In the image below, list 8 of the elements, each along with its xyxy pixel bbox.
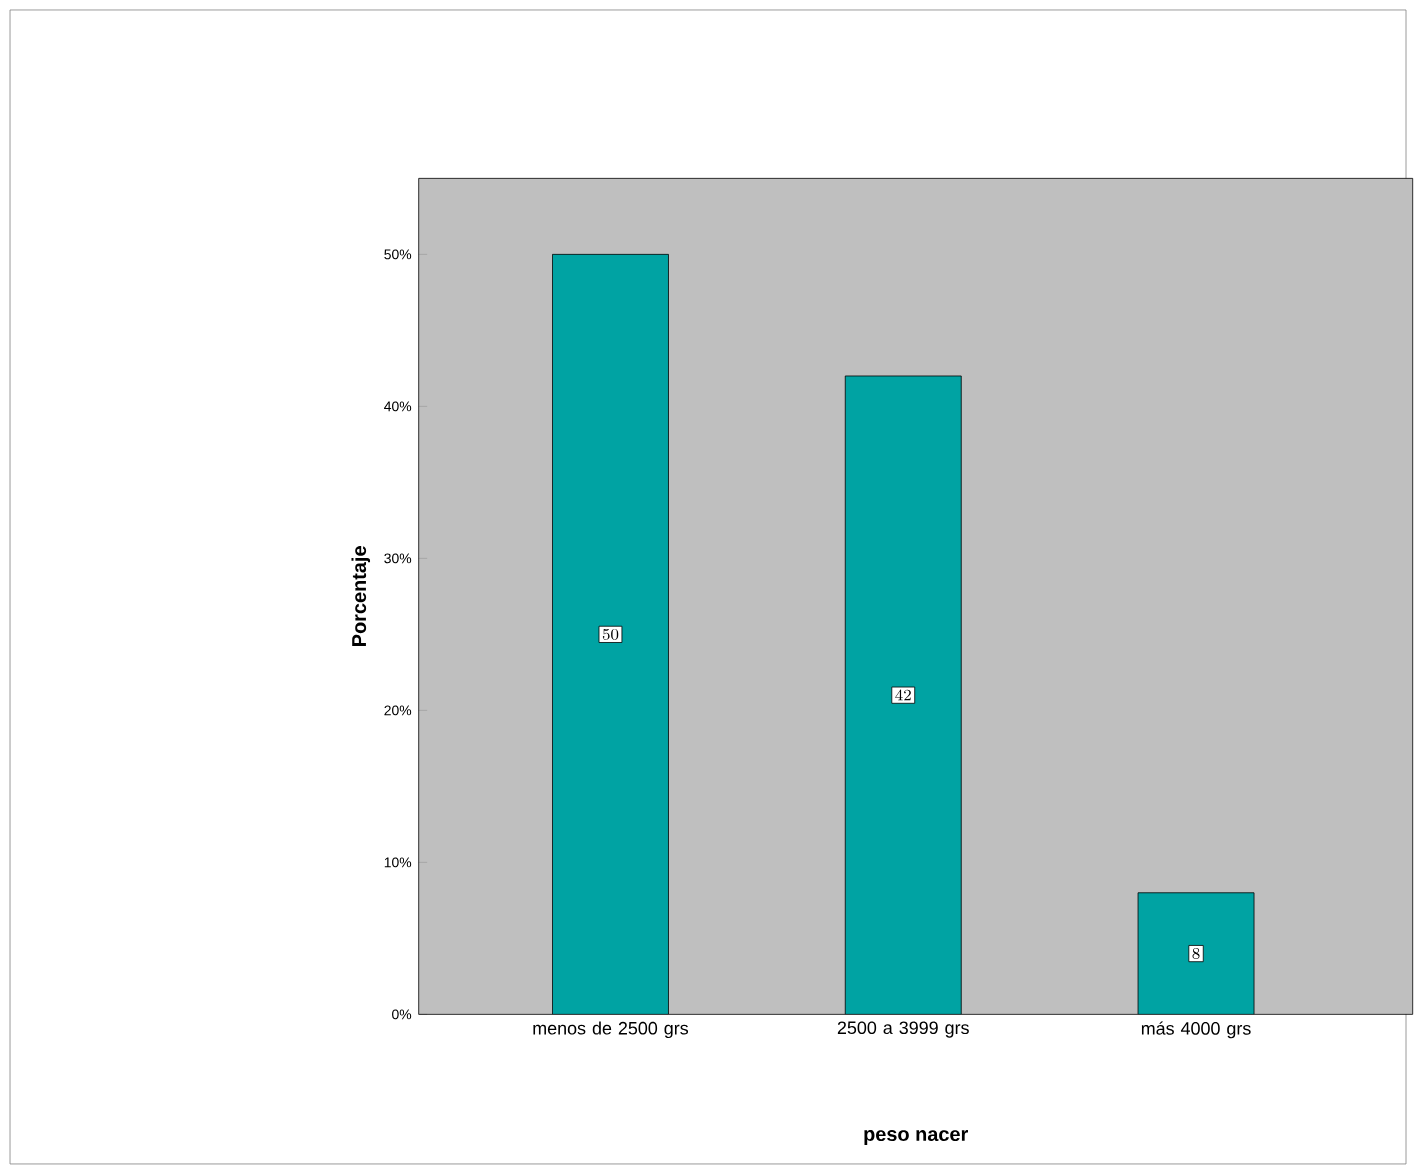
y-axis-title: Porcentaje <box>351 546 371 646</box>
x-tick-label: 2500 a 3999 grs <box>837 1021 969 1038</box>
bar <box>844 375 962 1015</box>
x-tick-label: más 4000 grs <box>1141 1021 1251 1039</box>
bar <box>552 253 669 1015</box>
x-tick-label: menos de 2500 grs <box>533 1021 689 1039</box>
x-axis-title: peso nacer <box>864 1130 968 1145</box>
bar <box>1137 892 1255 1015</box>
